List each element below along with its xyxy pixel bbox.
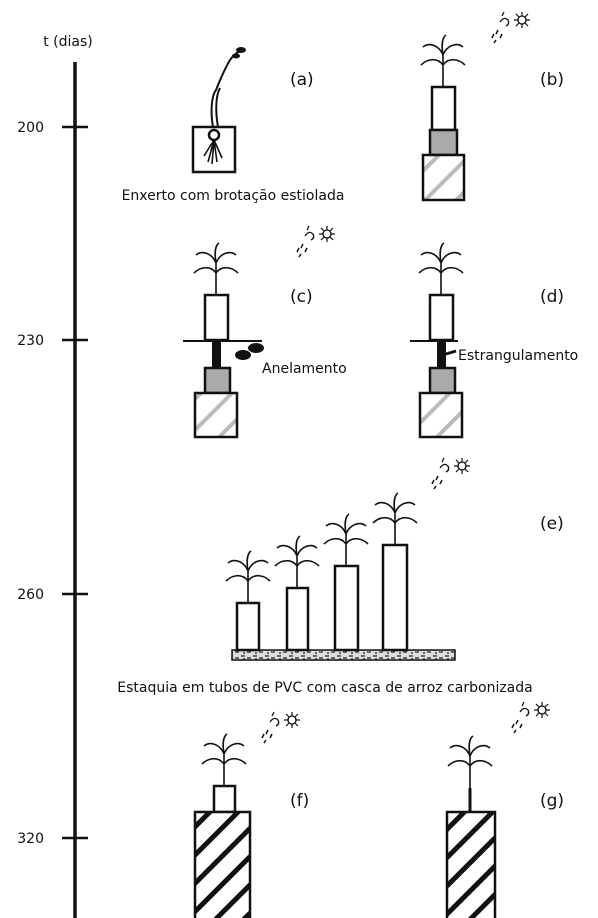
- axis-label: t (dias): [43, 34, 93, 50]
- panel-label: (d): [540, 287, 564, 307]
- panel-label: (g): [540, 791, 564, 811]
- tick-label: 320: [17, 831, 44, 847]
- tick-label: 230: [17, 333, 44, 349]
- panel-g-drawing: [445, 701, 551, 918]
- tick-label: 260: [17, 587, 44, 603]
- panel-e-drawing: [225, 457, 471, 661]
- panel-d-drawing: [410, 242, 464, 439]
- tick-label: 200: [17, 120, 44, 136]
- panel-b-drawing: [420, 11, 531, 202]
- panel-label: (c): [290, 287, 313, 307]
- panel-f-drawing: [193, 711, 301, 918]
- caption: Anelamento: [262, 361, 347, 377]
- caption: Estaquia em tubos de PVC com casca de ar…: [117, 680, 532, 696]
- panel-label: (a): [290, 70, 314, 90]
- panel-label: (e): [540, 514, 564, 534]
- caption: Estrangulamento: [458, 348, 578, 364]
- panel-c-drawing: [183, 225, 336, 439]
- panel-label: (f): [290, 791, 309, 811]
- caption: Enxerto com brotação estiolada: [122, 188, 345, 204]
- panel-label: (b): [540, 70, 564, 90]
- tick-marks: [62, 125, 88, 840]
- panel-a-drawing: [191, 47, 246, 174]
